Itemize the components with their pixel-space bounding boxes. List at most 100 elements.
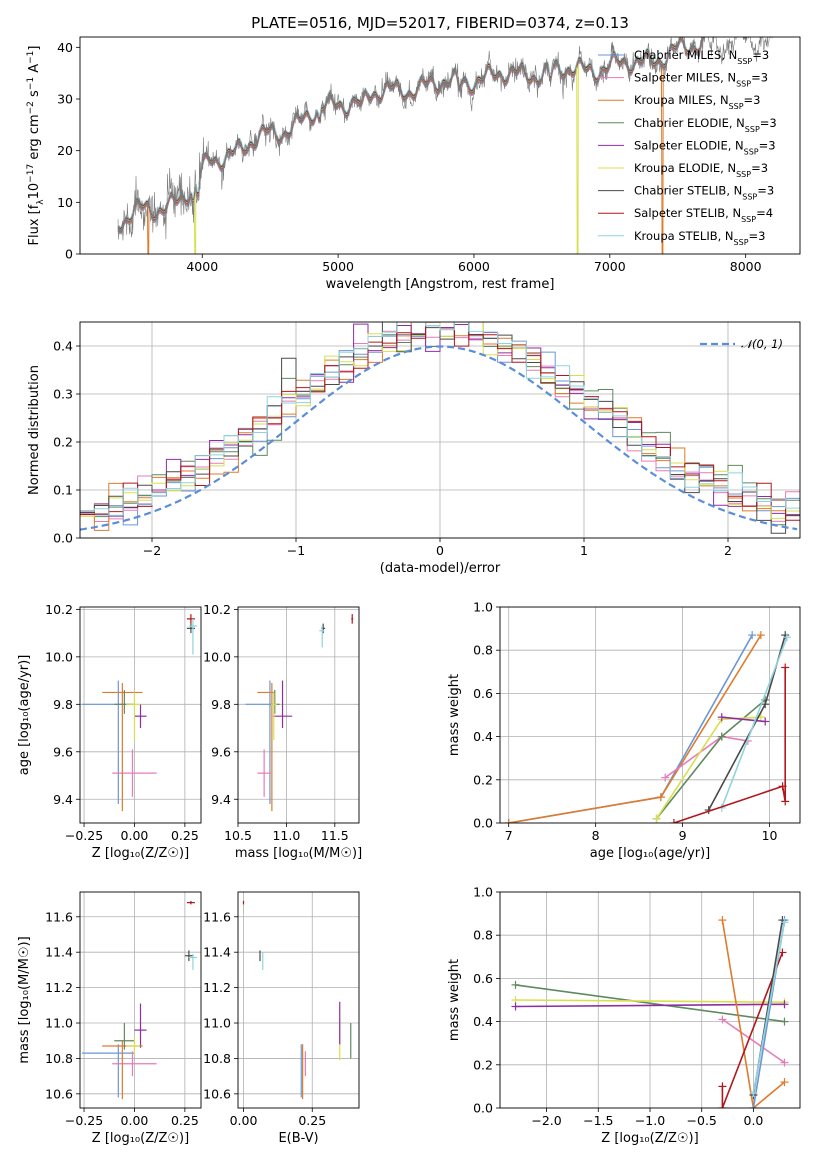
weight-marker (504, 819, 513, 823)
model-spectrum-line (117, 37, 705, 232)
y-axis-label-part: Flux [f (27, 204, 42, 245)
plot-area-age-weight (500, 607, 800, 823)
x-tick-label: 1 (580, 543, 588, 558)
x-tick-label: 9 (679, 828, 687, 843)
weight-marker (718, 1082, 727, 1091)
axes-ebv-mass: 0.00 0.25 10.6 10.8 11.0 11.2 11.4 11.6 E(B-V) (203, 891, 360, 1146)
legend-entry: Chabrier STELIB, NSSP=3 (634, 184, 774, 202)
weight-marker (511, 1002, 520, 1011)
x-tick-label: 2 (724, 543, 732, 558)
legend-entry: 𝒩(0, 1) (741, 337, 783, 351)
y-tick-label: 11.4 (45, 945, 73, 960)
weight-marker (780, 1017, 789, 1026)
x-tick-label: 0 (436, 543, 444, 558)
weight-marker (656, 793, 665, 802)
weight-marker (781, 631, 790, 640)
weight-series-line (721, 1018, 785, 1064)
errorbar-point (257, 682, 275, 812)
x-tick-label: −1.5 (583, 1113, 613, 1128)
errorbar-point (188, 618, 197, 655)
errorbar-point (319, 625, 325, 648)
x-tick-label: 7000 (594, 259, 626, 274)
errorbar-point (102, 682, 143, 812)
weight-series-line (508, 634, 762, 823)
x-axis-label: Z [log₁₀(Z/Z☉)] (92, 846, 189, 861)
y-tick-label: 0.2 (473, 1057, 493, 1072)
y-tick-label: 30 (57, 92, 73, 107)
axes-mass-age: 10.5 11.0 11.5 9.4 9.6 9.8 10.0 10.2 mass [log₁₀… (203, 602, 362, 861)
plot-area-ebv-mass (238, 892, 359, 1108)
weight-marker (749, 1104, 758, 1108)
gaussian-curve (80, 345, 798, 531)
y-tick-label: 9.8 (53, 697, 73, 712)
y-tick-label: 10.8 (203, 1051, 231, 1066)
y-tick-label: 40 (57, 40, 73, 55)
model-spectrum-line (117, 37, 704, 232)
y-tick-label: 10.0 (45, 649, 73, 664)
weight-marker (782, 633, 791, 642)
y-tick-label: 11.2 (203, 980, 231, 995)
x-axis-label: Z [log₁₀(Z/Z☉)] (92, 1131, 189, 1146)
residual-histogram (80, 322, 800, 534)
errorbar-point (112, 1051, 157, 1077)
axes-frame (79, 891, 202, 1109)
y-tick-label: 11.6 (203, 909, 231, 924)
weight-series-line (673, 667, 786, 823)
y-axis-label-part: −1 (26, 51, 36, 64)
model-spectrum-line (117, 37, 706, 234)
x-tick-label: −0.5 (687, 1113, 717, 1128)
weight-marker (669, 819, 678, 823)
errorbar-point (114, 690, 135, 714)
weight-series-line (721, 919, 786, 1108)
weight-marker (761, 700, 770, 709)
errorbar-point (242, 900, 245, 905)
errorbar-point (186, 614, 195, 624)
errorbar-point (134, 1003, 147, 1048)
y-tick-label: 0.2 (53, 435, 73, 450)
y-tick-label: 9.8 (211, 697, 231, 712)
y-tick-label: 20 (57, 143, 73, 158)
legend-entry: Chabrier MILES, NSSP=3 (634, 48, 769, 66)
axes-age-weight: 7 8 9 10 0.0 0.2 0.4 0.6 0.8 1.0 age [log₁₀(age/yr… (447, 600, 801, 861)
y-axis-label: Flux [fλ10−17 erg cm−2 s−1 A−1] (26, 46, 46, 246)
x-tick-label: 4000 (186, 259, 218, 274)
weight-series-line (752, 922, 786, 1094)
x-axis-label: (data-model)/error (380, 561, 501, 576)
y-tick-label: 0.3 (53, 387, 73, 402)
weight-marker (778, 916, 787, 925)
y-axis-label-part: −1 (26, 77, 36, 90)
x-tick-label: −0.25 (65, 828, 103, 843)
y-axis-label: mass weight (447, 959, 462, 1041)
weight-series-line (515, 984, 785, 1023)
legend-entry: Chabrier ELODIE, NSSP=3 (634, 116, 777, 134)
y-tick-label: 9.4 (211, 792, 231, 807)
x-axis-label: age [log₁₀(age/yr)] (590, 846, 711, 861)
plot-area-z-weight (500, 892, 800, 1108)
weight-marker (718, 1015, 727, 1024)
y-axis-label: mass weight (447, 674, 462, 756)
legend-entry: Kroupa STELIB, NSSP=3 (634, 229, 765, 247)
errorbar-point (272, 680, 293, 729)
x-axis-label: E(B-V) (278, 1131, 318, 1146)
y-tick-label: 0.0 (473, 816, 493, 831)
errorbar-point (126, 692, 141, 740)
weight-marker (780, 918, 789, 927)
axes-frame (237, 606, 360, 824)
x-tick-label: 6000 (458, 259, 490, 274)
y-tick-label: 10.2 (45, 602, 73, 617)
errorbar-point (114, 1023, 135, 1050)
y-axis-label-part: λ (36, 199, 46, 205)
weight-series-line (515, 999, 785, 1003)
x-tick-label: −1 (287, 543, 305, 558)
figure-title: PLATE=0516, MJD=52017, FIBERID=0374, z=0… (251, 14, 629, 32)
x-tick-label: 10.5 (224, 828, 252, 843)
weight-marker (717, 713, 726, 722)
x-tick-label: 11.5 (321, 828, 349, 843)
y-tick-label: 1.0 (473, 885, 493, 900)
y-tick-label: 11.2 (45, 980, 73, 995)
model-spectrum-line (117, 37, 706, 235)
weight-marker (780, 1078, 789, 1087)
observed-spectrum-line (117, 37, 774, 241)
y-axis-label-part: erg cm (27, 114, 42, 163)
y-tick-label: 0.2 (473, 772, 493, 787)
